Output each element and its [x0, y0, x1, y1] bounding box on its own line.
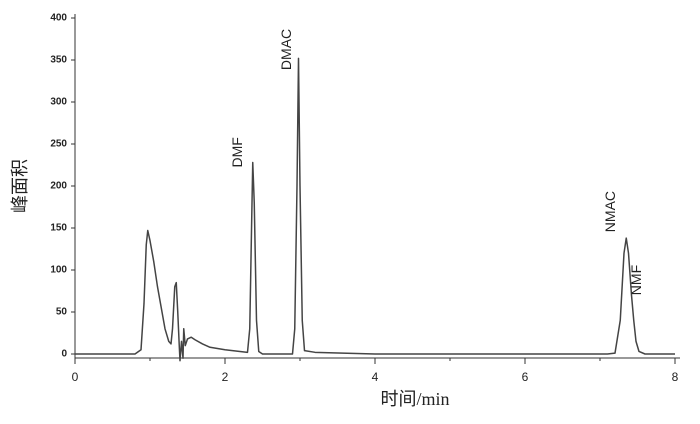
- y-tick-label: 50: [56, 307, 68, 318]
- x-tick-label: 8: [672, 370, 679, 384]
- x-axis-title: 时间/min: [380, 389, 449, 409]
- trace: [75, 57, 675, 362]
- y-tick-label: 350: [50, 55, 67, 66]
- y-tick-label: 250: [50, 139, 67, 150]
- x-tick-label: 2: [222, 370, 229, 384]
- x-tick-label: 0: [72, 370, 79, 384]
- x-tick-label: 4: [372, 370, 379, 384]
- y-tick-label: 400: [50, 13, 67, 24]
- y-tick-label: 100: [50, 265, 67, 276]
- peak-label: DMAC: [278, 29, 294, 70]
- y-tick-label: 200: [50, 181, 67, 192]
- y-tick-label: 300: [50, 97, 67, 108]
- y-axis-title: 峰面积: [10, 159, 30, 213]
- peak-label: NMF: [628, 265, 644, 295]
- y-tick-label: 0: [61, 349, 67, 360]
- peak-label: NMAC: [602, 191, 618, 232]
- y-tick-label: 150: [50, 223, 67, 234]
- x-tick-label: 6: [522, 370, 529, 384]
- peak-label: DMF: [229, 137, 245, 167]
